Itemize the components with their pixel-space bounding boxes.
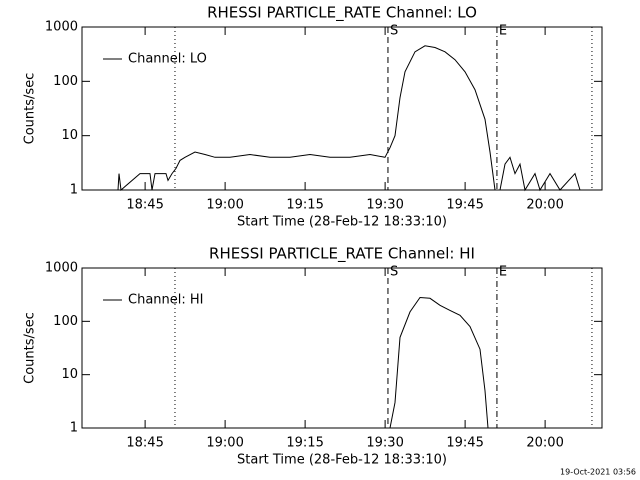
y-tick-label: 1000: [45, 20, 78, 35]
x-tick-label: 19:30: [366, 436, 403, 451]
y-axis-label: Counts/sec: [23, 312, 38, 384]
x-tick-label: 19:00: [206, 436, 243, 451]
plot-frame: [81, 26, 603, 191]
y-axis-label: Counts/sec: [23, 73, 38, 145]
x-tick-label: 19:45: [446, 198, 483, 213]
x-axis-label: Start Time (28-Feb-12 18:33:10): [237, 453, 447, 468]
plot-frame: [81, 267, 603, 429]
x-tick-label: 19:15: [286, 436, 323, 451]
y-tick-label: 1: [70, 183, 78, 198]
marker-label: E: [499, 265, 507, 280]
x-tick-label: 20:00: [526, 198, 563, 213]
data-line: [82, 45, 602, 192]
x-tick-label: 20:00: [526, 436, 563, 451]
timestamp: 19-Oct-2021 03:56: [560, 468, 636, 477]
x-tick-label: 18:45: [126, 436, 163, 451]
x-tick-label: 19:45: [446, 436, 483, 451]
x-tick-label: 19:00: [206, 198, 243, 213]
y-tick-label: 1: [70, 421, 78, 436]
marker-label: S: [390, 265, 398, 280]
legend-label: Channel: HI: [128, 293, 204, 308]
chart-title: RHESSI PARTICLE_RATE Channel: HI: [209, 245, 475, 264]
y-tick-label: 10: [61, 367, 78, 382]
x-tick-label: 18:45: [126, 198, 163, 213]
y-tick-label: 100: [53, 74, 78, 89]
y-tick-label: 100: [53, 314, 78, 329]
x-axis-label: Start Time (28-Feb-12 18:33:10): [237, 215, 447, 230]
data-line: [389, 296, 489, 429]
x-tick-label: 19:15: [286, 198, 323, 213]
marker-label: E: [499, 24, 507, 39]
marker-label: S: [390, 24, 398, 39]
legend-label: Channel: LO: [128, 52, 207, 67]
y-tick-label: 1000: [45, 261, 78, 276]
y-tick-label: 10: [61, 128, 78, 143]
x-tick-label: 19:30: [366, 198, 403, 213]
chart-title: RHESSI PARTICLE_RATE Channel: LO: [207, 4, 477, 23]
